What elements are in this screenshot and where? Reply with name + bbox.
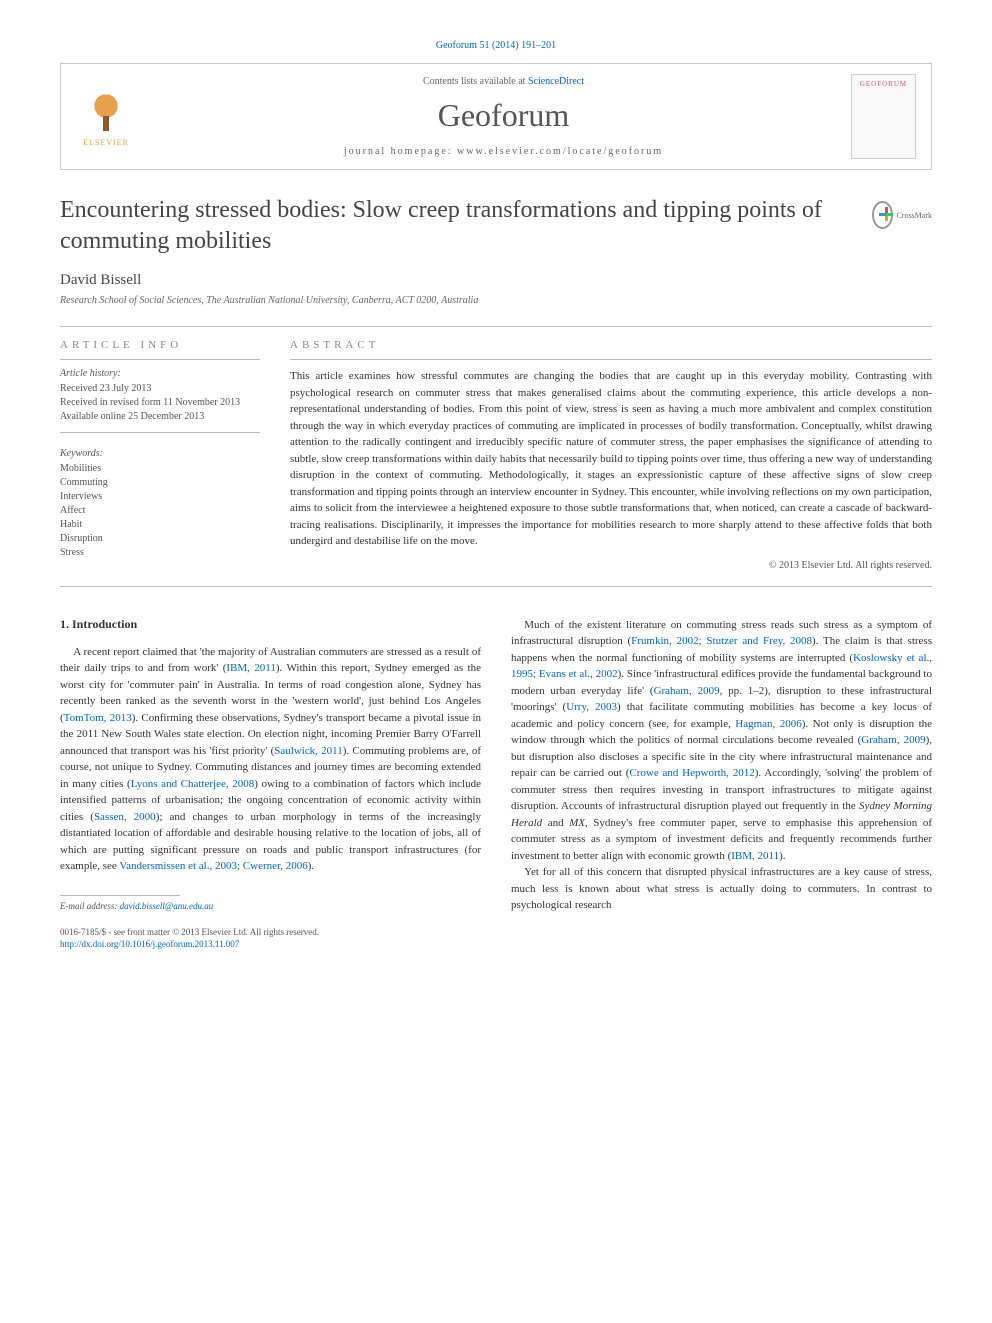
citation-link[interactable]: Graham, 2009 — [654, 685, 720, 697]
citation-link[interactable]: Hagman, 2006 — [735, 718, 802, 730]
citation-link[interactable]: Crowe and Hepworth, 2012 — [629, 767, 754, 779]
abstract-column: ABSTRACT This article examines how stres… — [290, 339, 932, 571]
history-online: Available online 25 December 2013 — [60, 410, 260, 424]
abstract-header: ABSTRACT — [290, 339, 932, 351]
article-title: Encountering stressed bodies: Slow creep… — [60, 195, 852, 257]
history-received: Received 23 July 2013 — [60, 382, 260, 396]
keyword: Commuting — [60, 476, 260, 490]
citation-line: Geoforum 51 (2014) 191–201 — [60, 40, 932, 51]
email-label: E-mail address: — [60, 901, 120, 911]
info-divider — [290, 359, 932, 360]
citation-link[interactable]: Urry, 2003 — [566, 701, 617, 713]
body-paragraph: A recent report claimed that 'the majori… — [60, 644, 481, 875]
elsevier-tree-icon — [81, 86, 131, 136]
doi-link[interactable]: http://dx.doi.org/10.1016/j.geoforum.201… — [60, 939, 239, 949]
article-info-column: ARTICLE INFO Article history: Received 2… — [60, 339, 260, 571]
crossmark-icon — [872, 201, 893, 229]
citation-link[interactable]: IBM, 2011 — [731, 850, 779, 862]
issn-line: 0016-7185/$ - see front matter © 2013 El… — [60, 926, 481, 939]
body-text: and — [542, 817, 569, 829]
email-link[interactable]: david.bissell@anu.edu.au — [120, 901, 214, 911]
article-info-header: ARTICLE INFO — [60, 339, 260, 351]
body-text: ). — [779, 850, 785, 862]
body-text: Yet for all of this concern that disrupt… — [511, 864, 932, 914]
info-divider — [60, 432, 260, 433]
author-name: David Bissell — [60, 272, 932, 289]
author-affiliation: Research School of Social Sciences, The … — [60, 295, 932, 306]
email-line: E-mail address: david.bissell@anu.edu.au — [60, 901, 481, 911]
citation-link[interactable]: IBM, 2011 — [226, 662, 276, 674]
italic-title: MX — [569, 817, 585, 829]
crossmark-text: CrossMark — [896, 211, 932, 220]
divider — [60, 326, 932, 327]
citation-link[interactable]: Lyons and Chatterjee, 2008 — [131, 778, 255, 790]
journal-header: ELSEVIER Contents lists available at Sci… — [60, 63, 932, 170]
crossmark-badge[interactable]: CrossMark — [872, 195, 932, 235]
citation-link[interactable]: Saulwick, 2011 — [274, 745, 343, 757]
info-divider — [60, 359, 260, 360]
homepage-line: journal homepage: www.elsevier.com/locat… — [156, 146, 851, 157]
history-label: Article history: — [60, 368, 260, 379]
citation-link[interactable]: TomTom, 2013 — [64, 712, 132, 724]
history-revised: Received in revised form 11 November 201… — [60, 396, 260, 410]
citation-link[interactable]: Frumkin, 2002; Stutzer and Frey, 2008 — [631, 635, 812, 647]
keyword: Mobilities — [60, 462, 260, 476]
body-paragraph: Much of the existent literature on commu… — [511, 617, 932, 914]
doi-block: 0016-7185/$ - see front matter © 2013 El… — [60, 926, 481, 951]
keywords-label: Keywords: — [60, 448, 260, 459]
elsevier-text: ELSEVIER — [83, 138, 129, 147]
homepage-url[interactable]: www.elsevier.com/locate/geoforum — [457, 146, 663, 157]
body-column-left: 1. Introduction A recent report claimed … — [60, 617, 481, 951]
contents-prefix: Contents lists available at — [423, 76, 528, 87]
divider — [60, 586, 932, 587]
homepage-prefix: journal homepage: — [344, 146, 457, 157]
keyword: Affect — [60, 504, 260, 518]
elsevier-logo: ELSEVIER — [76, 82, 136, 152]
cover-title: GEOFORUM — [852, 75, 915, 88]
abstract-copyright: © 2013 Elsevier Ltd. All rights reserved… — [290, 560, 932, 571]
citation-link[interactable]: Sassen, 2000 — [94, 811, 156, 823]
sciencedirect-link[interactable]: ScienceDirect — [528, 76, 584, 87]
journal-cover-thumbnail: GEOFORUM — [851, 74, 916, 159]
citation-link[interactable]: Vandersmissen et al., 2003; Cwerner, 200… — [119, 860, 307, 872]
journal-name: Geoforum — [156, 97, 851, 134]
footnote-divider — [60, 895, 180, 896]
citation-link[interactable]: Graham, 2009 — [861, 734, 925, 746]
keyword: Disruption — [60, 532, 260, 546]
body-text: ). — [308, 860, 314, 872]
section-title: 1. Introduction — [60, 617, 481, 632]
keyword: Habit — [60, 518, 260, 532]
abstract-text: This article examines how stressful comm… — [290, 368, 932, 550]
keyword: Stress — [60, 546, 260, 560]
body-column-right: Much of the existent literature on commu… — [511, 617, 932, 951]
contents-line: Contents lists available at ScienceDirec… — [156, 76, 851, 87]
keyword: Interviews — [60, 490, 260, 504]
